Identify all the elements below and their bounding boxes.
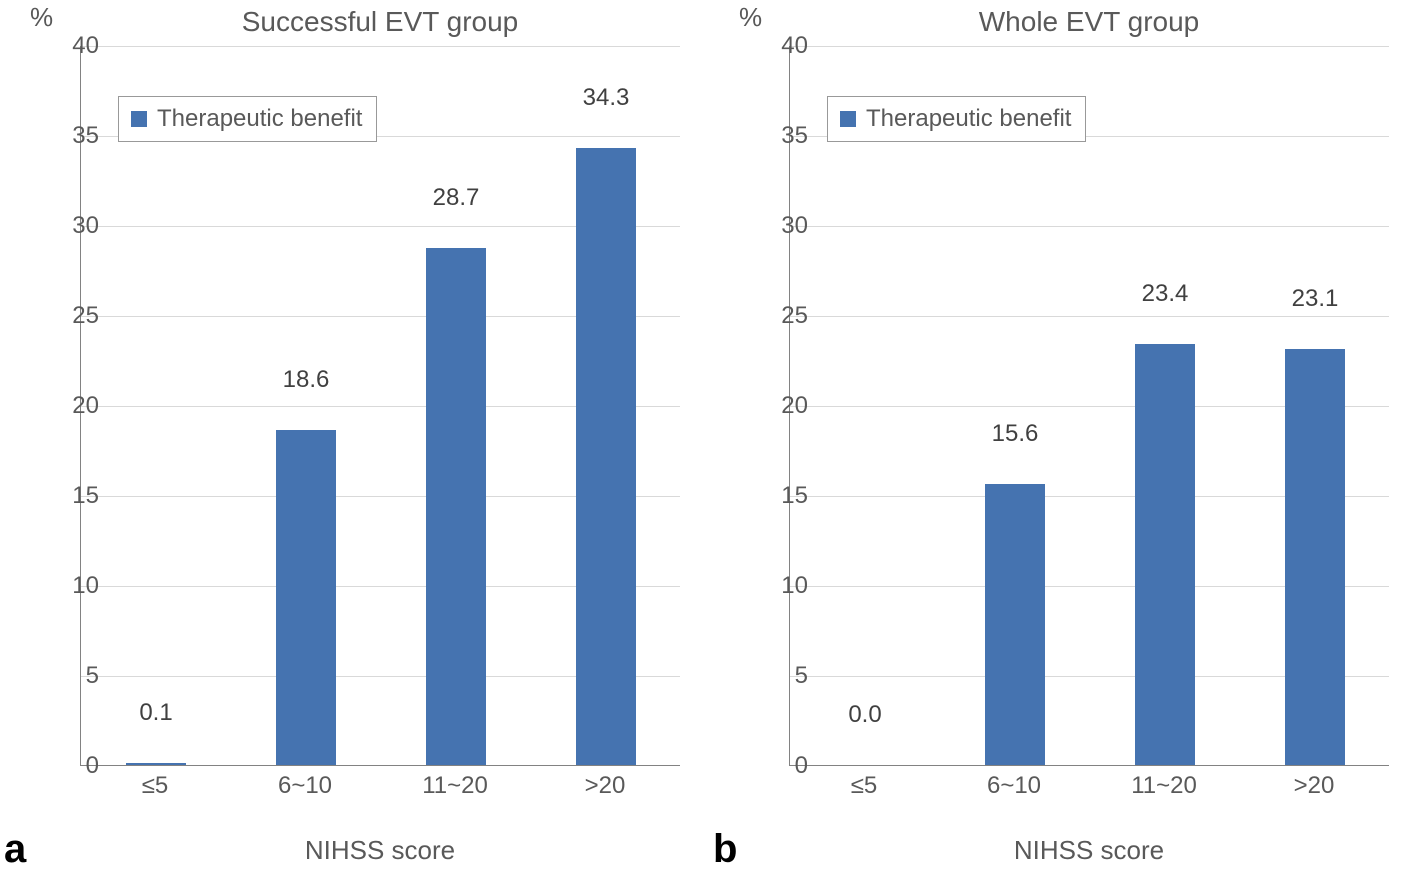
- y-tick-label: 25: [39, 302, 99, 330]
- bar-value-label: 23.1: [1275, 285, 1355, 317]
- y-tick-label: 30: [39, 212, 99, 240]
- plot-area: 0.1 18.6 28.7 34.3: [80, 46, 680, 766]
- gridline: [790, 226, 1389, 227]
- y-tick-label: 35: [39, 122, 99, 150]
- y-axis-unit: %: [739, 2, 762, 33]
- x-axis-title: NIHSS score: [305, 835, 455, 866]
- bar-value-label: 0.0: [825, 701, 905, 733]
- panel-letter: b: [713, 827, 737, 872]
- x-axis-title: NIHSS score: [1014, 835, 1164, 866]
- bar: [426, 248, 486, 765]
- bar: [1285, 349, 1345, 765]
- chart-title: Whole EVT group: [979, 6, 1200, 38]
- bar: [576, 148, 636, 765]
- y-tick-label: 10: [748, 572, 808, 600]
- y-tick-label: 20: [39, 392, 99, 420]
- bar: [126, 763, 186, 765]
- x-tick-label: 11~20: [1104, 772, 1224, 800]
- x-tick-label: ≤5: [804, 772, 924, 800]
- legend-swatch: [131, 111, 147, 127]
- gridline: [790, 46, 1389, 47]
- y-tick-label: 25: [748, 302, 808, 330]
- panel-a: % Successful EVT group 0.1 18.6 28.7 34.3 0 5 10…: [0, 0, 709, 872]
- y-tick-label: 0: [39, 752, 99, 780]
- gridline: [81, 46, 680, 47]
- y-tick-label: 10: [39, 572, 99, 600]
- y-axis-unit: %: [30, 2, 53, 33]
- legend-swatch: [840, 111, 856, 127]
- panel-letter: a: [4, 827, 26, 872]
- bar: [1135, 344, 1195, 765]
- y-tick-label: 0: [748, 752, 808, 780]
- y-tick-label: 35: [748, 122, 808, 150]
- bar: [985, 484, 1045, 765]
- bar-value-label: 18.6: [266, 366, 346, 398]
- y-tick-label: 15: [748, 482, 808, 510]
- panel-b: % Whole EVT group 0.0 15.6 23.4 23.1 0 5 10 15 20 2…: [709, 0, 1418, 872]
- y-tick-label: 30: [748, 212, 808, 240]
- bar-value-label: 0.1: [116, 699, 196, 731]
- y-tick-label: 40: [748, 32, 808, 60]
- x-tick-label: 6~10: [954, 772, 1074, 800]
- bar-value-label: 15.6: [975, 420, 1055, 452]
- chart-title: Successful EVT group: [242, 6, 519, 38]
- y-tick-label: 20: [748, 392, 808, 420]
- plot-area: 0.0 15.6 23.4 23.1: [789, 46, 1389, 766]
- x-tick-label: ≤5: [95, 772, 215, 800]
- legend-label: Therapeutic benefit: [157, 105, 362, 133]
- x-tick-label: >20: [545, 772, 665, 800]
- legend: Therapeutic benefit: [118, 96, 377, 142]
- legend-label: Therapeutic benefit: [866, 105, 1071, 133]
- y-tick-label: 40: [39, 32, 99, 60]
- figure: % Successful EVT group 0.1 18.6 28.7 34.3 0 5 10…: [0, 0, 1418, 872]
- y-tick-label: 5: [39, 662, 99, 690]
- bar-value-label: 34.3: [566, 84, 646, 116]
- x-tick-label: 6~10: [245, 772, 365, 800]
- x-tick-label: >20: [1254, 772, 1374, 800]
- x-tick-label: 11~20: [395, 772, 515, 800]
- bar: [276, 430, 336, 765]
- bar-value-label: 28.7: [416, 184, 496, 216]
- y-tick-label: 15: [39, 482, 99, 510]
- bar-value-label: 23.4: [1125, 280, 1205, 312]
- y-tick-label: 5: [748, 662, 808, 690]
- legend: Therapeutic benefit: [827, 96, 1086, 142]
